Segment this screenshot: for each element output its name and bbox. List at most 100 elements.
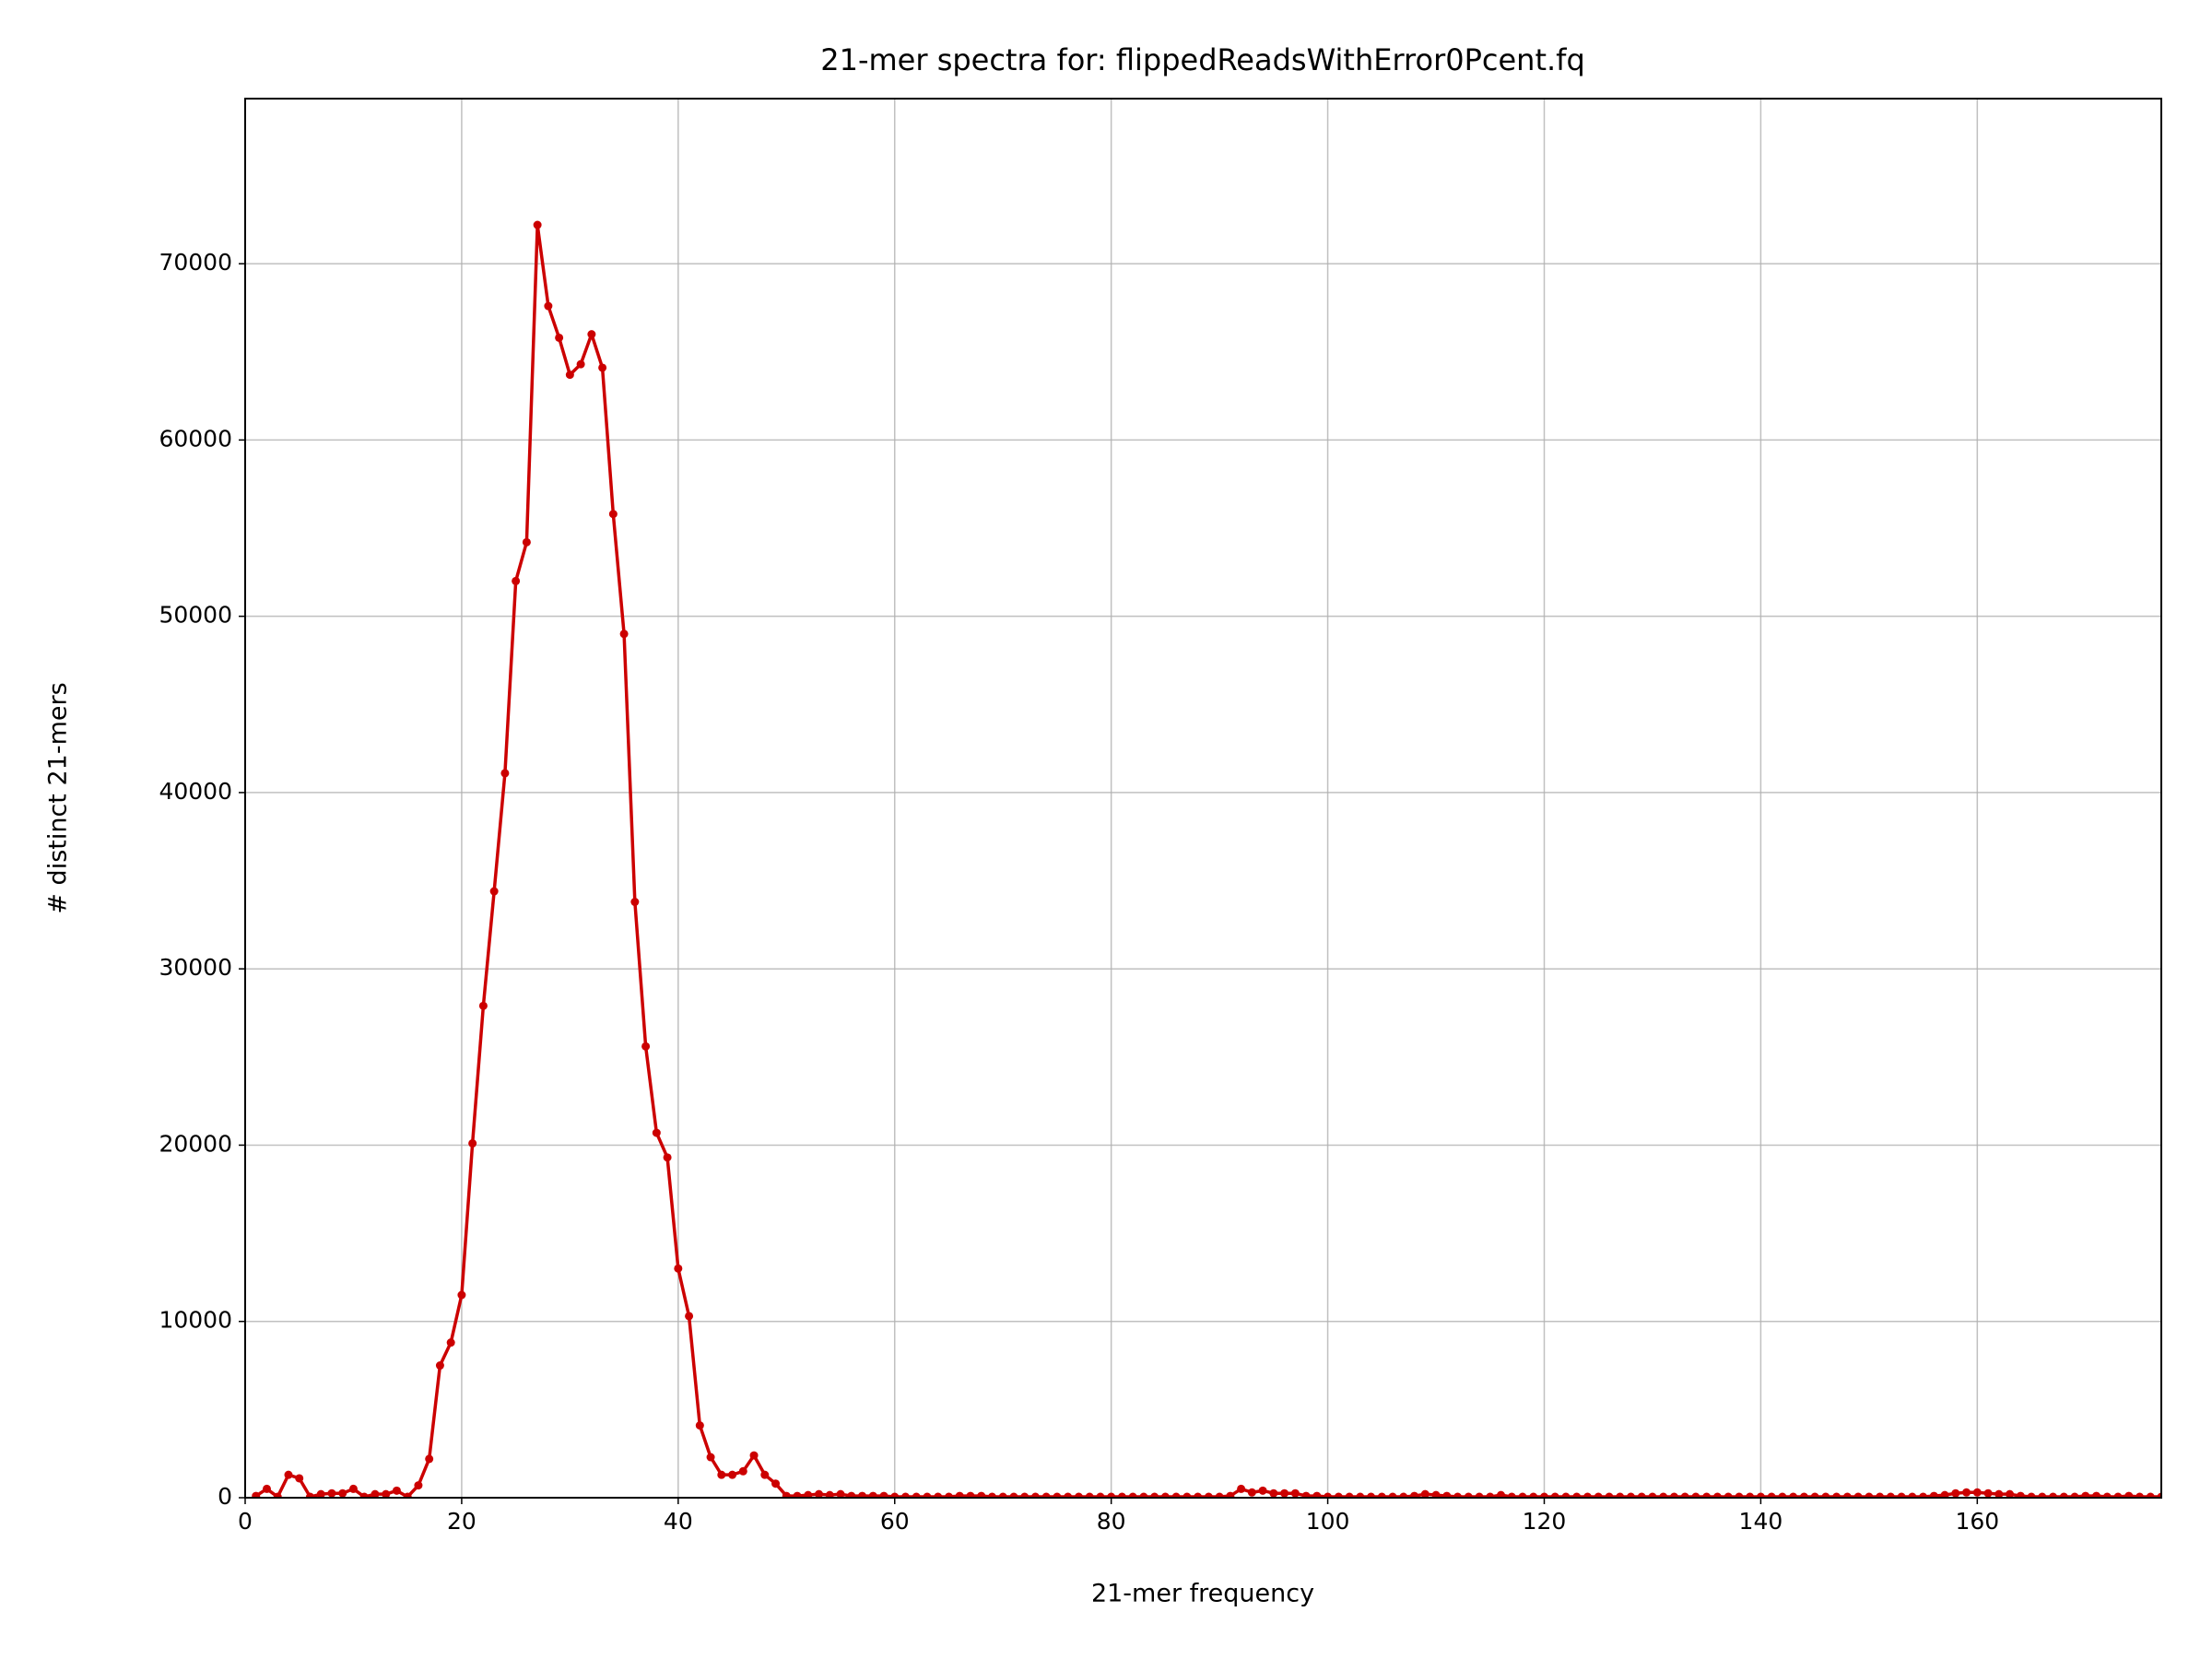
x-tick-label: 80 [1097, 1508, 1126, 1535]
data-point [382, 1489, 391, 1498]
data-point [1399, 1492, 1408, 1498]
data-point [717, 1470, 726, 1479]
data-point [858, 1491, 867, 1498]
data-point [912, 1492, 921, 1498]
data-point [836, 1489, 845, 1498]
y-tick-label: 30000 [159, 954, 232, 981]
data-point [327, 1488, 336, 1498]
data-point [522, 537, 531, 547]
data-point [663, 1153, 672, 1162]
data-point [1886, 1492, 1895, 1498]
data-point [371, 1489, 380, 1498]
data-point [847, 1491, 856, 1498]
data-point [512, 576, 521, 585]
data-point [2081, 1491, 2090, 1498]
data-point [879, 1491, 888, 1498]
data-point [1074, 1492, 1083, 1498]
data-point [1388, 1492, 1397, 1498]
data-point [652, 1128, 661, 1137]
data-point [1215, 1492, 1224, 1498]
data-point [1204, 1492, 1213, 1498]
data-point [1832, 1492, 1841, 1498]
data-point [1799, 1492, 1808, 1498]
y-tick-label: 70000 [159, 249, 232, 276]
y-axis-label: # distinct 21-mers [44, 682, 73, 913]
x-tick-label: 100 [1306, 1508, 1350, 1535]
x-tick-label: 140 [1739, 1508, 1783, 1535]
data-point [793, 1491, 802, 1498]
y-tick-label: 60000 [159, 425, 232, 452]
data-point [533, 220, 542, 229]
data-point [782, 1491, 791, 1498]
data-point [1756, 1492, 1765, 1498]
data-point [1280, 1488, 1289, 1498]
y-tick-label: 0 [218, 1483, 232, 1510]
data-point [1637, 1492, 1646, 1498]
data-point [1453, 1492, 1463, 1498]
x-tick-label: 20 [447, 1508, 477, 1535]
data-point [890, 1492, 900, 1498]
data-point [1464, 1492, 1473, 1498]
data-point [1929, 1491, 1938, 1498]
data-point [1778, 1492, 1787, 1498]
data-point [934, 1492, 943, 1498]
data-point [1539, 1492, 1548, 1498]
data-point [1367, 1492, 1376, 1498]
x-tick-label: 40 [664, 1508, 693, 1535]
data-point [1194, 1492, 1203, 1498]
data-point [295, 1474, 304, 1483]
data-point [944, 1492, 953, 1498]
data-point [1312, 1491, 1322, 1498]
data-point [1853, 1492, 1863, 1498]
data-point [1842, 1492, 1852, 1498]
data-point [608, 510, 618, 519]
data-point [1356, 1492, 1365, 1498]
data-point [1876, 1492, 1885, 1498]
y-tick-label: 10000 [159, 1307, 232, 1334]
data-point [1789, 1492, 1798, 1498]
data-point [1583, 1492, 1592, 1498]
data-point [1085, 1492, 1094, 1498]
data-point [305, 1492, 314, 1498]
data-point [1810, 1492, 1819, 1498]
data-point [641, 1041, 651, 1051]
data-point [1269, 1488, 1278, 1498]
data-point [1735, 1492, 1744, 1498]
data-point [619, 629, 629, 639]
data-point [2016, 1491, 2025, 1498]
data-point [1712, 1492, 1722, 1498]
data-point [685, 1312, 694, 1321]
x-tick-label: 160 [1955, 1508, 1999, 1535]
data-point [1139, 1492, 1148, 1498]
data-point [1962, 1488, 1971, 1497]
data-point [587, 330, 596, 339]
data-point [977, 1491, 986, 1498]
data-point [338, 1488, 347, 1498]
data-point [1594, 1492, 1603, 1498]
data-point [2006, 1489, 2015, 1498]
data-point [2092, 1491, 2101, 1498]
data-point [1064, 1492, 1073, 1498]
plot-frame [244, 98, 2162, 1499]
data-point [2146, 1492, 2155, 1498]
data-point [804, 1490, 813, 1498]
data-point [955, 1491, 964, 1498]
data-point [1746, 1492, 1755, 1498]
data-point [468, 1139, 477, 1148]
data-point [348, 1484, 358, 1493]
y-tick-label: 40000 [159, 778, 232, 805]
data-point [1475, 1492, 1484, 1498]
data-point [489, 887, 499, 896]
data-point [1972, 1488, 1982, 1497]
data-point [1865, 1492, 1874, 1498]
data-point [1226, 1491, 1235, 1498]
data-point [1020, 1492, 1030, 1498]
data-point [446, 1338, 455, 1347]
data-point [2113, 1492, 2123, 1498]
data-point [555, 333, 564, 342]
data-point [544, 301, 553, 311]
data-point [1994, 1489, 2004, 1498]
data-point [284, 1470, 293, 1479]
